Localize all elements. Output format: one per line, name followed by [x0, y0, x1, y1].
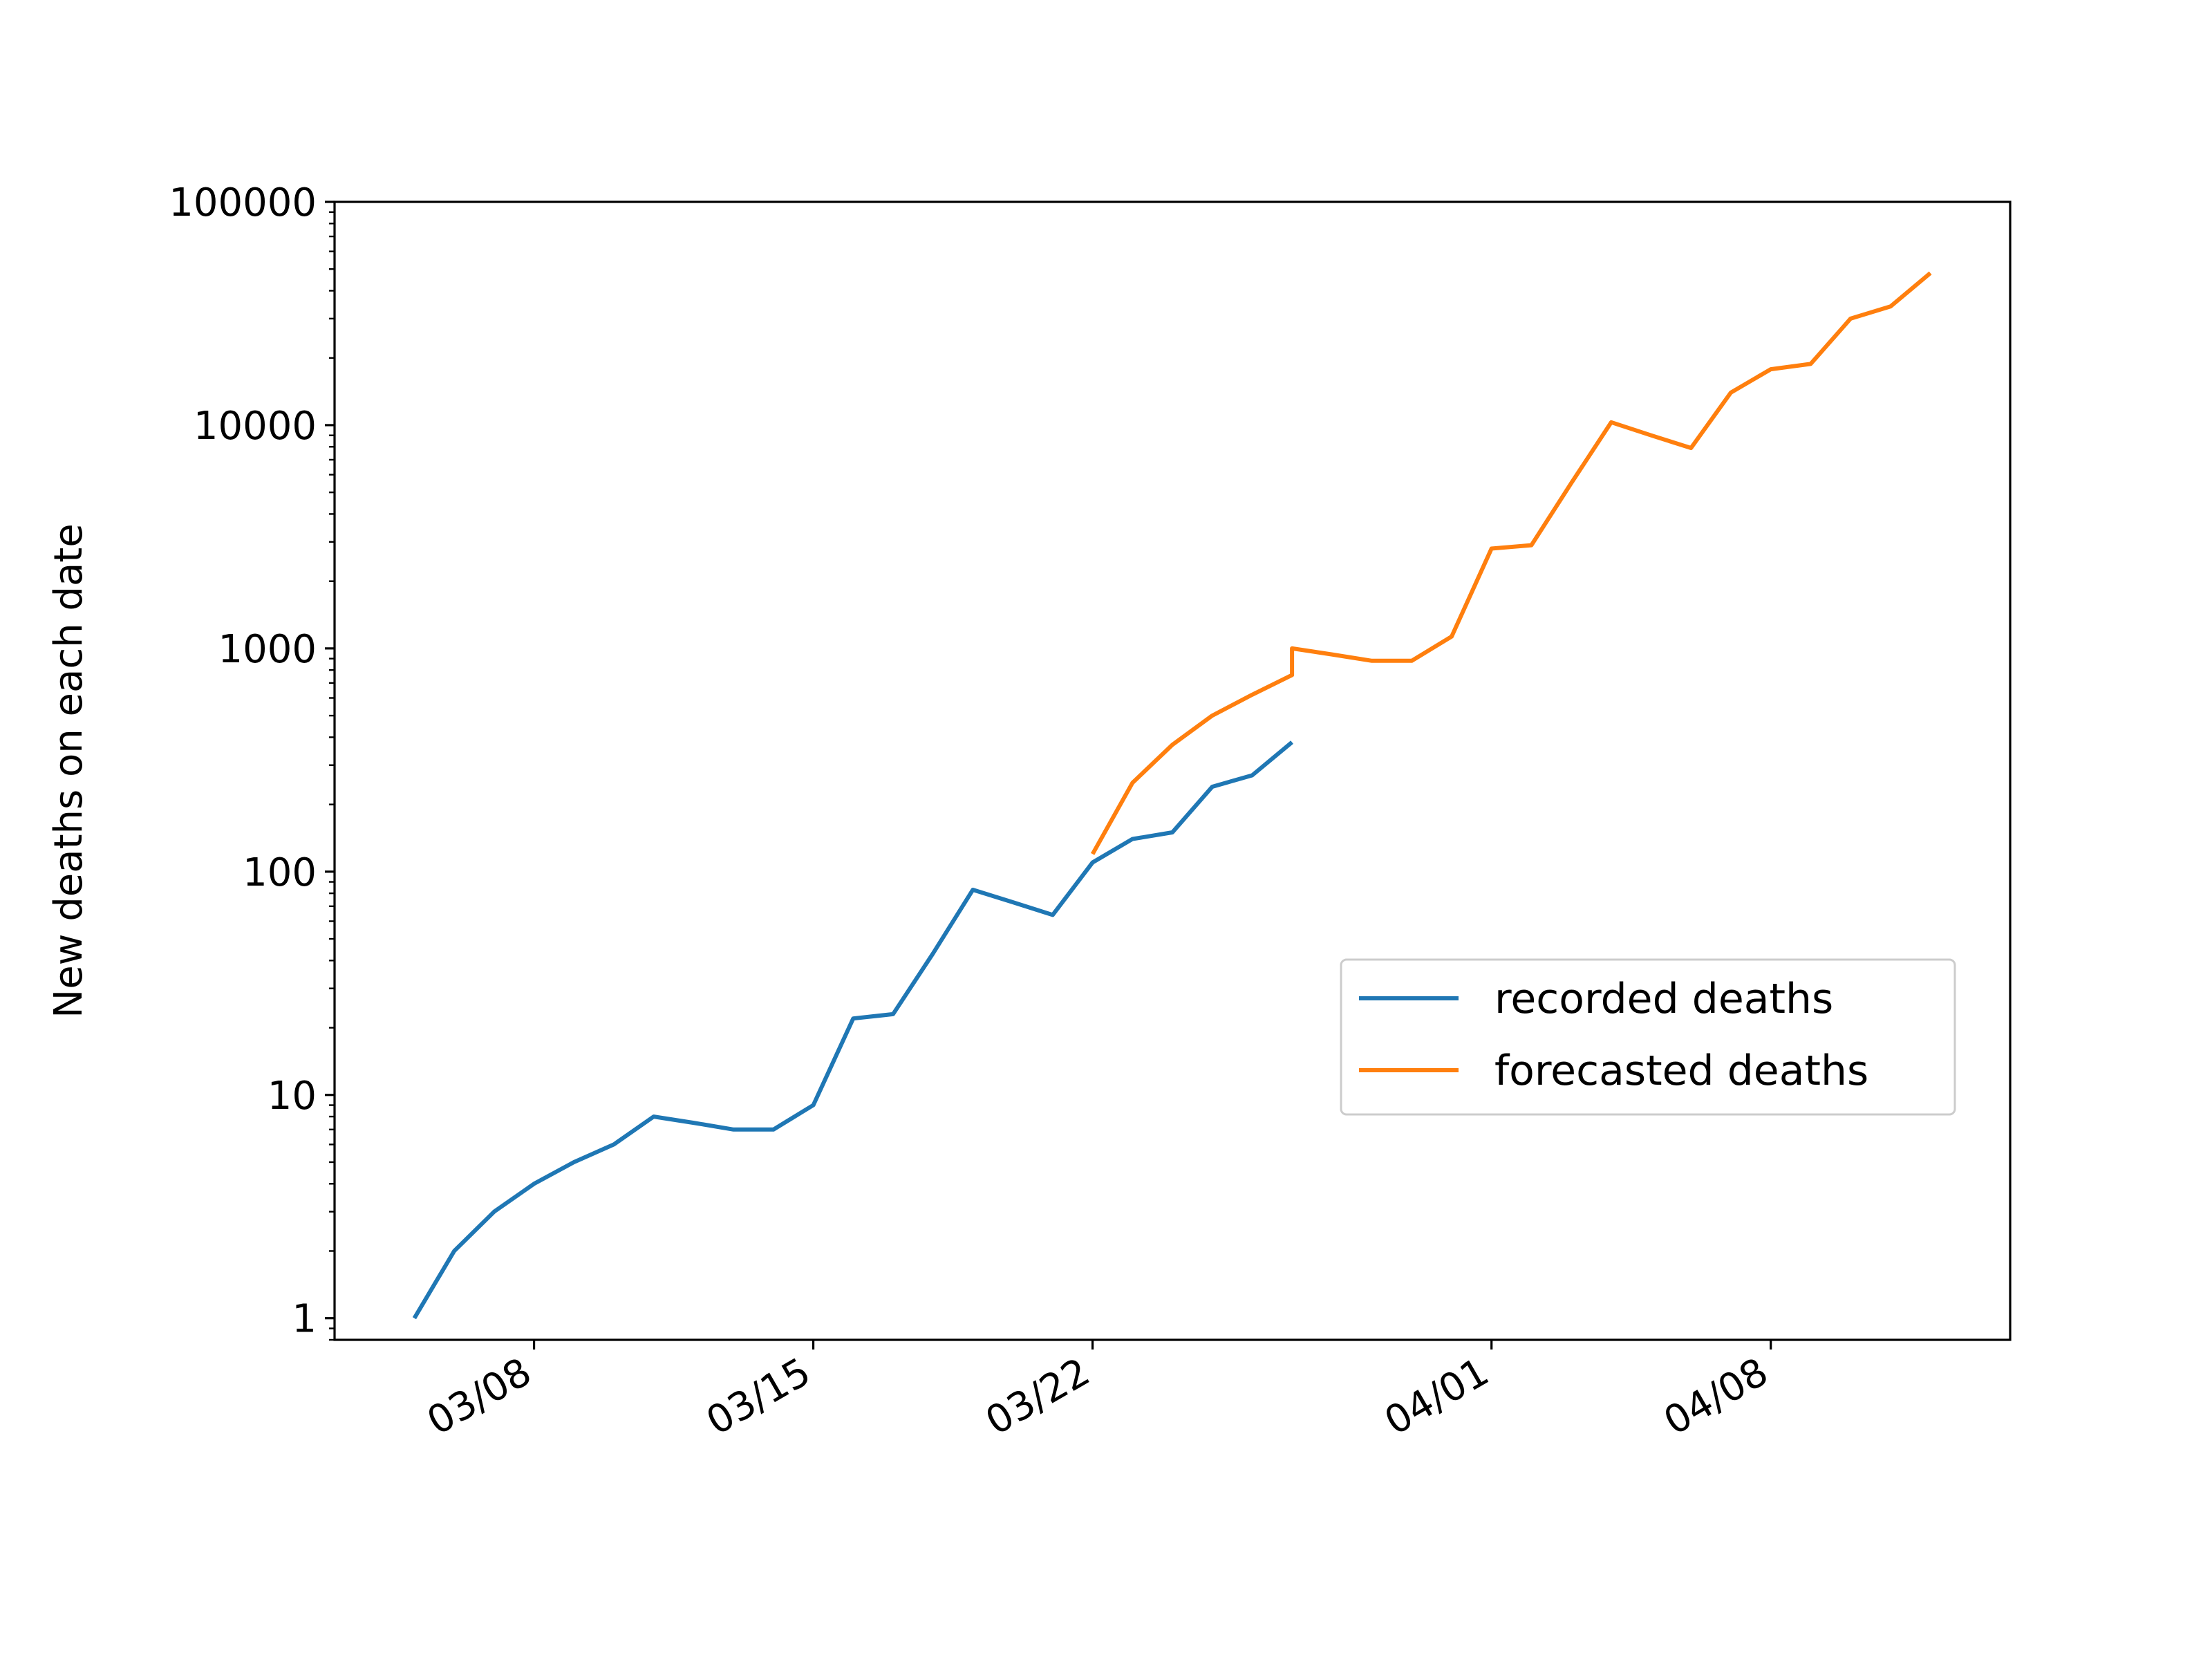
legend-label-2: forecasted deaths — [1494, 1047, 1868, 1095]
series-line-1 — [412, 740, 1294, 1320]
y-tick-label: 10000 — [194, 404, 317, 449]
y-tick-label: 1000 — [218, 627, 317, 672]
y-tick-label: 1 — [292, 1297, 317, 1342]
legend-label-1: recorded deaths — [1494, 975, 1833, 1023]
y-tick-label: 10 — [268, 1074, 317, 1119]
y-axis-label: New deaths on each date — [46, 523, 91, 1018]
plot-area — [412, 271, 1932, 1320]
series-line-2 — [1090, 271, 1932, 855]
legend: recorded deaths forecasted deaths — [1340, 958, 1956, 1116]
axes-frame — [333, 200, 2012, 1341]
y-tick-label: 100000 — [169, 180, 317, 225]
legend-box — [1340, 958, 1956, 1116]
y-tick-label: 100 — [243, 850, 317, 895]
